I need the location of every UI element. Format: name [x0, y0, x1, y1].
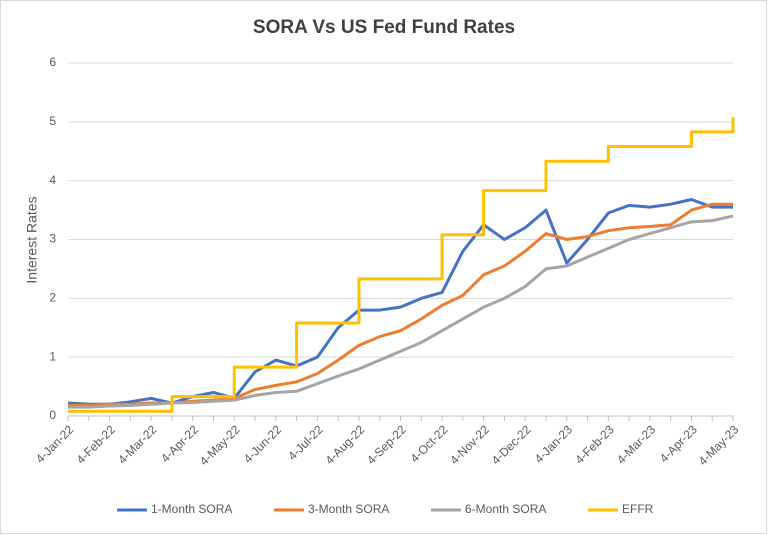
- legend-label: EFFR: [622, 502, 654, 516]
- legend-label: 1-Month SORA: [151, 502, 232, 516]
- y-tick-label: 0: [49, 408, 56, 422]
- series-line: [67, 197, 733, 406]
- legend-label: 3-Month SORA: [308, 502, 389, 516]
- y-tick-label: 6: [49, 55, 56, 69]
- y-tick-label: 4: [49, 173, 56, 187]
- legend-label: 6-Month SORA: [465, 502, 546, 516]
- series-line: [68, 214, 734, 409]
- y-tick-label: 3: [49, 232, 56, 246]
- series-line: [68, 117, 735, 413]
- chart-title: SORA Vs US Fed Fund Rates: [253, 17, 515, 38]
- y-tick-label: 1: [49, 349, 56, 363]
- y-axis-label: Interest Rates: [24, 196, 40, 283]
- y-tick-label: 2: [49, 291, 56, 305]
- y-tick-label: 5: [49, 114, 56, 128]
